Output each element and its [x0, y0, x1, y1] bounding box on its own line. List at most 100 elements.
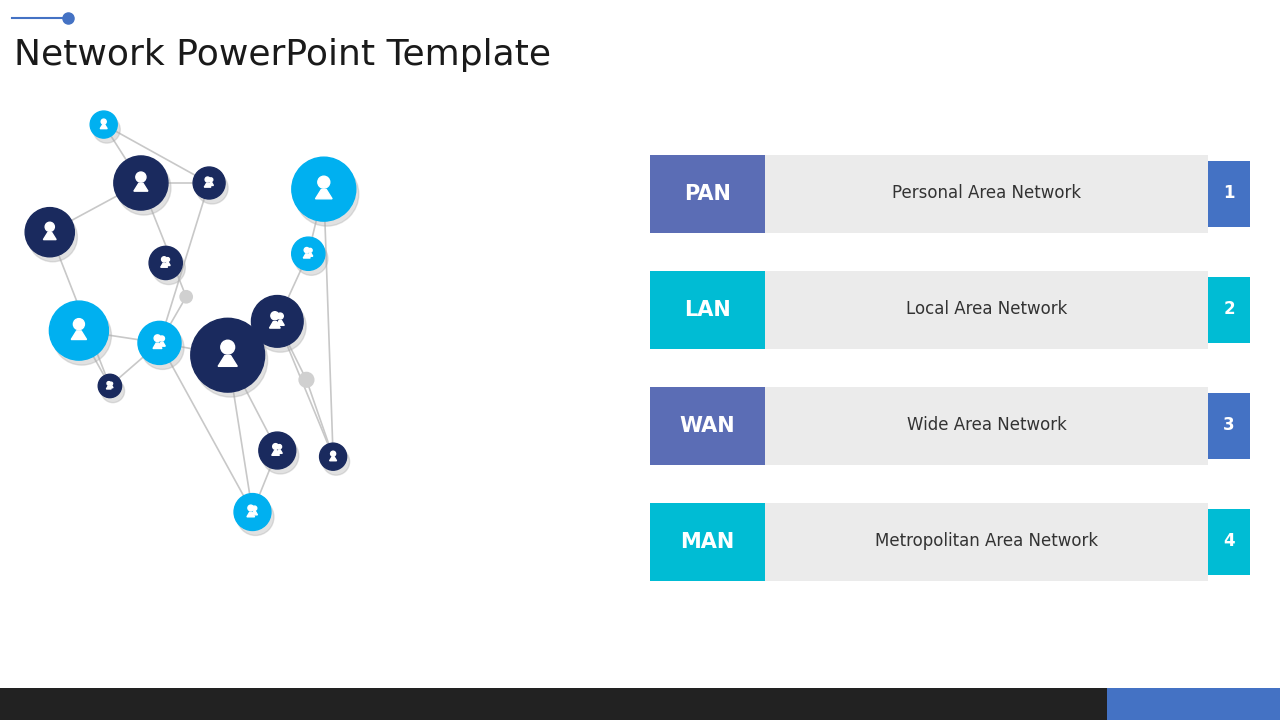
Text: Local Area Network: Local Area Network — [906, 300, 1068, 318]
Ellipse shape — [294, 162, 358, 226]
Polygon shape — [270, 322, 280, 328]
FancyBboxPatch shape — [1208, 276, 1251, 343]
FancyBboxPatch shape — [1208, 508, 1251, 575]
Polygon shape — [276, 450, 283, 454]
Text: 2: 2 — [1224, 300, 1235, 318]
Ellipse shape — [294, 242, 328, 275]
Circle shape — [248, 505, 253, 511]
Ellipse shape — [52, 306, 111, 365]
FancyBboxPatch shape — [1107, 688, 1280, 720]
Polygon shape — [303, 254, 310, 258]
Ellipse shape — [191, 318, 265, 392]
Polygon shape — [44, 233, 56, 240]
Text: 4: 4 — [1224, 533, 1235, 551]
Polygon shape — [271, 451, 279, 455]
Ellipse shape — [99, 374, 122, 397]
Ellipse shape — [196, 172, 228, 204]
Polygon shape — [134, 184, 148, 192]
Ellipse shape — [148, 246, 182, 279]
Text: PAN: PAN — [684, 184, 731, 204]
Circle shape — [108, 382, 110, 385]
Text: Personal Area Network: Personal Area Network — [892, 184, 1082, 202]
Ellipse shape — [50, 301, 109, 360]
FancyBboxPatch shape — [650, 503, 765, 580]
FancyBboxPatch shape — [765, 155, 1208, 233]
Polygon shape — [154, 343, 163, 348]
Circle shape — [209, 178, 212, 181]
Polygon shape — [329, 456, 337, 461]
Text: MAN: MAN — [681, 531, 735, 552]
Polygon shape — [247, 512, 255, 517]
Ellipse shape — [320, 443, 347, 470]
Polygon shape — [205, 183, 211, 187]
Circle shape — [161, 257, 166, 262]
Circle shape — [305, 248, 310, 253]
Ellipse shape — [114, 156, 168, 210]
Polygon shape — [218, 356, 237, 366]
Ellipse shape — [237, 498, 274, 536]
Circle shape — [317, 176, 330, 188]
Ellipse shape — [193, 167, 225, 199]
Ellipse shape — [141, 326, 184, 369]
Circle shape — [300, 372, 314, 387]
Polygon shape — [209, 182, 214, 186]
Text: WAN: WAN — [680, 415, 735, 436]
Polygon shape — [165, 262, 170, 266]
FancyBboxPatch shape — [0, 688, 1107, 720]
FancyBboxPatch shape — [650, 387, 765, 464]
Circle shape — [220, 341, 234, 354]
FancyBboxPatch shape — [650, 155, 765, 233]
Polygon shape — [252, 511, 257, 515]
Polygon shape — [307, 253, 312, 256]
Ellipse shape — [292, 237, 325, 270]
Polygon shape — [100, 125, 108, 129]
Circle shape — [136, 172, 146, 182]
Ellipse shape — [234, 494, 271, 531]
Circle shape — [160, 336, 165, 341]
Ellipse shape — [138, 321, 180, 364]
Ellipse shape — [101, 379, 124, 402]
Circle shape — [73, 319, 84, 330]
Circle shape — [101, 119, 106, 124]
Polygon shape — [106, 386, 111, 389]
Ellipse shape — [255, 300, 306, 352]
Ellipse shape — [28, 212, 77, 262]
Polygon shape — [276, 320, 284, 325]
Circle shape — [278, 444, 282, 449]
Circle shape — [154, 335, 161, 341]
Circle shape — [110, 382, 113, 385]
FancyBboxPatch shape — [1208, 161, 1251, 227]
Text: Metropolitan Area Network: Metropolitan Area Network — [876, 533, 1098, 551]
Ellipse shape — [251, 295, 303, 347]
Circle shape — [205, 177, 210, 182]
Circle shape — [278, 313, 283, 319]
Polygon shape — [159, 342, 165, 346]
FancyBboxPatch shape — [765, 271, 1208, 348]
Text: LAN: LAN — [684, 300, 731, 320]
Ellipse shape — [323, 448, 349, 475]
Ellipse shape — [262, 437, 298, 474]
Ellipse shape — [26, 207, 74, 257]
Ellipse shape — [259, 432, 296, 469]
Ellipse shape — [93, 116, 120, 143]
FancyBboxPatch shape — [765, 503, 1208, 580]
Circle shape — [165, 258, 169, 261]
Text: 1: 1 — [1224, 184, 1235, 202]
FancyBboxPatch shape — [650, 271, 765, 348]
Text: Network PowerPoint Template: Network PowerPoint Template — [14, 38, 550, 72]
Circle shape — [308, 248, 312, 252]
Circle shape — [271, 312, 279, 320]
Ellipse shape — [152, 251, 186, 284]
Text: 3: 3 — [1224, 416, 1235, 434]
Circle shape — [273, 444, 279, 449]
Ellipse shape — [90, 111, 118, 138]
Ellipse shape — [292, 157, 356, 221]
Polygon shape — [161, 263, 168, 267]
Text: Wide Area Network: Wide Area Network — [906, 416, 1066, 434]
Circle shape — [330, 451, 335, 456]
Polygon shape — [72, 331, 87, 340]
FancyBboxPatch shape — [765, 387, 1208, 464]
Ellipse shape — [116, 161, 172, 215]
Polygon shape — [109, 385, 113, 388]
Circle shape — [45, 222, 54, 231]
